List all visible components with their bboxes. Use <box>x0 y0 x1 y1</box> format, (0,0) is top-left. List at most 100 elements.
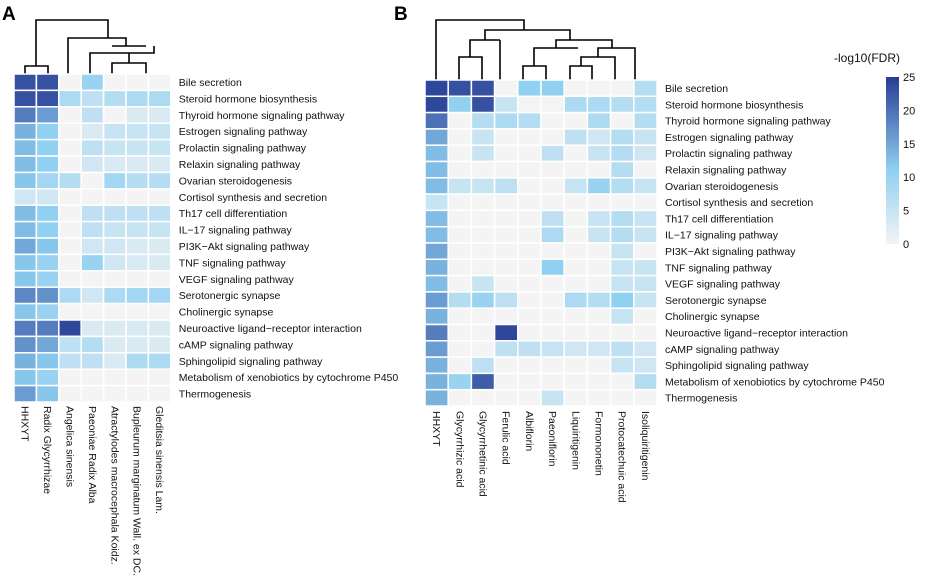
heatmap-cell <box>102 188 127 206</box>
heatmap-cell <box>424 128 449 146</box>
heatmap-cell <box>609 356 635 375</box>
heatmap-cell <box>35 89 60 108</box>
heatmap-cell <box>609 209 635 228</box>
heatmap-cell <box>58 319 82 338</box>
row-label: Thermogenesis <box>179 389 251 401</box>
heatmap-cell <box>102 352 127 370</box>
row-label: PI3K−Akt signaling pathway <box>665 246 796 258</box>
heatmap-cell <box>470 372 496 391</box>
heatmap-cell <box>563 144 589 163</box>
heatmap-cell <box>58 368 82 387</box>
heatmap-cell <box>13 204 38 223</box>
heatmap-cell <box>517 356 542 375</box>
heatmap-cell <box>424 323 449 342</box>
row-label: Metabolism of xenobiotics by cytochrome … <box>665 376 885 388</box>
row-label: TNF signaling pathway <box>665 262 773 274</box>
heatmap-cell <box>424 144 449 163</box>
heatmap-cell <box>125 352 150 370</box>
heatmap-cell <box>125 155 150 174</box>
heatmap-cell <box>35 286 60 305</box>
row-label: Thyroid hormone signaling pathway <box>179 110 346 122</box>
heatmap-cell <box>517 177 542 195</box>
heatmap-cell <box>470 177 496 195</box>
heatmap-cell <box>147 106 172 124</box>
heatmap-cell <box>424 160 449 179</box>
heatmap-cell <box>633 307 658 326</box>
heatmap-cell <box>540 356 565 375</box>
heatmap-cell <box>517 388 542 407</box>
heatmap-cell <box>493 258 519 277</box>
heatmap-cell <box>80 204 105 223</box>
row-label: Sphingolipid signaling pathway <box>179 356 323 368</box>
heatmap-cell <box>125 171 150 190</box>
heatmap-cell <box>540 95 565 114</box>
heatmap-cell <box>35 335 60 354</box>
heatmap-cell <box>609 372 635 391</box>
heatmap-cell <box>80 384 105 403</box>
row-label: Ovarian steroidogenesis <box>179 175 292 187</box>
heatmap-cell <box>470 307 496 326</box>
heatmap-cell <box>58 73 82 92</box>
row-label: Steroid hormone biosynthesis <box>179 93 317 105</box>
heatmap-cell <box>35 237 60 256</box>
heatmap-cell <box>58 122 82 141</box>
heatmap-cell <box>13 253 38 272</box>
row-label: PI3K−Akt signaling pathway <box>179 241 310 253</box>
heatmap-cell <box>633 274 658 293</box>
heatmap-cell <box>517 111 542 130</box>
heatmap-cell <box>447 340 473 358</box>
legend-tick-label: 10 <box>903 172 915 184</box>
heatmap-cell <box>633 144 658 163</box>
heatmap-cell <box>470 340 496 358</box>
heatmap-panel-b: Bile secretion Steroid hormone biosynthes… <box>424 79 885 503</box>
heatmap-cell <box>493 193 519 212</box>
heatmap-cell <box>540 274 565 293</box>
heatmap-cell <box>125 335 150 354</box>
dendrogram-a <box>24 19 155 74</box>
heatmap-cell <box>80 270 105 288</box>
row-label: Neuroactive ligand−receptor interaction <box>665 327 848 339</box>
heatmap-cell <box>13 122 38 141</box>
heatmap-cell <box>563 177 589 195</box>
heatmap-cell <box>80 171 105 190</box>
heatmap-cell <box>633 160 658 179</box>
column-label: Paeoniae Radix Alba <box>86 406 98 504</box>
heatmap-cell <box>540 144 565 163</box>
heatmap-cell <box>35 155 60 174</box>
heatmap-cell <box>13 220 38 239</box>
column-label: Ferulic acid <box>500 411 512 465</box>
heatmap-cell <box>517 242 542 261</box>
heatmap-cell <box>586 274 612 293</box>
heatmap-cell <box>633 209 658 228</box>
heatmap-cell <box>447 372 473 391</box>
heatmap-cell <box>586 258 612 277</box>
heatmap-cell <box>58 286 82 305</box>
heatmap-cell <box>102 204 127 223</box>
heatmap-cell <box>493 274 519 293</box>
heatmap-cell <box>424 356 449 375</box>
heatmap-cell <box>13 302 38 321</box>
heatmap-cell <box>447 209 473 228</box>
heatmap-cell <box>447 193 473 212</box>
heatmap-cell <box>586 225 612 244</box>
heatmap-cell <box>493 144 519 163</box>
heatmap-cell <box>633 79 658 98</box>
heatmap-cell <box>125 384 150 403</box>
legend-tick-label: 20 <box>903 105 915 117</box>
column-label: Paeoniflorin <box>546 411 558 467</box>
heatmap-cell <box>35 138 60 157</box>
heatmap-cell <box>540 388 565 407</box>
heatmap-cell <box>13 89 38 108</box>
heatmap-cell <box>493 95 519 114</box>
heatmap-cell <box>35 368 60 387</box>
heatmap-cell <box>633 111 658 130</box>
heatmap-cell <box>586 111 612 130</box>
heatmap-cell <box>470 193 496 212</box>
heatmap-cell <box>13 106 38 124</box>
heatmap-cell <box>563 111 589 130</box>
heatmap-cell <box>609 242 635 261</box>
heatmap-cell <box>147 204 172 223</box>
heatmap-cell <box>58 335 82 354</box>
row-label: Ovarian steroidogenesis <box>665 181 778 193</box>
heatmap-cell <box>447 95 473 114</box>
